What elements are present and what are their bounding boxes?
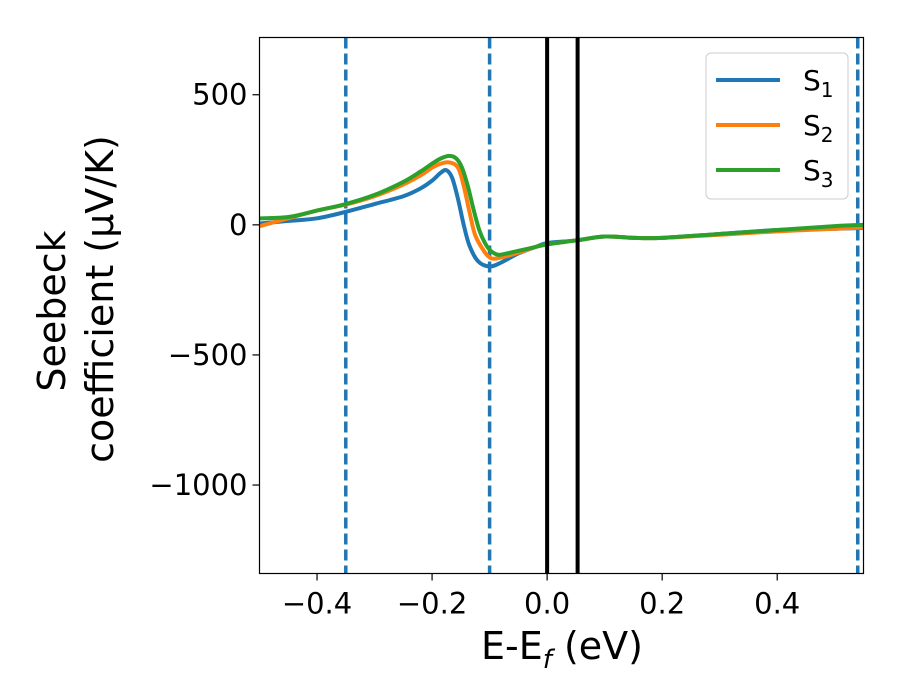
y-axis-title: Seebeck coefficient (μV/K)	[30, 135, 122, 463]
legend-items: S1 S2 S3	[716, 64, 834, 192]
x-tick-label-2: 0.0	[524, 587, 570, 621]
series-line-s3	[259, 153, 864, 257]
y-tick-label-2: −500	[168, 338, 248, 372]
x-tick-label-0: −0.4	[282, 587, 352, 621]
x-tick-label-4: 0.4	[754, 587, 800, 621]
y-tick-label-3: −1000	[149, 468, 247, 502]
legend-label-s1: S1	[803, 64, 834, 102]
axis-ticks: −0.4 −0.2 0.0 0.2 0.4 500 0 −500 −1000	[149, 78, 800, 621]
y-tick-label-1: 0	[229, 208, 247, 242]
y-tick-label-0: 500	[192, 78, 247, 112]
legend: S1 S2 S3	[705, 52, 849, 200]
y-axis-title-line1: Seebeck	[30, 230, 74, 391]
plot-area	[259, 37, 864, 574]
plot-frame	[258, 36, 865, 575]
x-axis-title: E-Ef (eV)	[481, 624, 643, 675]
plot-clip-group	[259, 37, 864, 574]
legend-label-s3: S3	[803, 154, 834, 192]
y-axis-title-line2: coefficient (μV/K)	[78, 135, 122, 463]
x-tick-label-3: 0.2	[639, 587, 685, 621]
x-tick-label-1: −0.2	[397, 587, 467, 621]
legend-label-s2: S2	[803, 109, 834, 147]
